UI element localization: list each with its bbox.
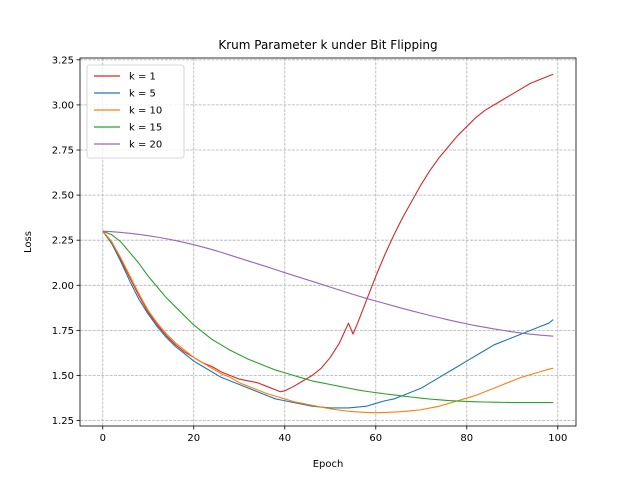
- axis-ticks: 0 20 40 60 80 100 1.25 1.50 1.75 2.00 2.25 2.50 2.75…: [52, 55, 568, 444]
- x-axis-label: Epoch: [313, 459, 344, 470]
- legend-box: [86, 64, 185, 159]
- y-tick-label: 1.50: [52, 371, 74, 382]
- y-tick-label: 3.00: [52, 100, 74, 111]
- series-line-k-15: [102, 230, 554, 404]
- legend-entry: k = 10: [129, 106, 162, 117]
- legend: k = 1 k = 5 k = 10 k = 15 k = 20: [86, 64, 185, 159]
- legend-entry: k = 15: [129, 123, 162, 134]
- y-tick-label: 3.25: [52, 55, 74, 66]
- x-tick-label: 80: [460, 433, 473, 444]
- grid-lines: [80, 58, 576, 426]
- series-line-k-5: [102, 230, 554, 409]
- y-axis-label: Loss: [23, 231, 34, 253]
- series-line-k-10: [102, 230, 554, 414]
- y-tick-label: 2.25: [52, 236, 74, 247]
- x-tick-label: 60: [369, 433, 382, 444]
- y-tick-label: 1.25: [52, 416, 74, 427]
- legend-entry: k = 1: [129, 72, 156, 83]
- y-tick-label: 2.50: [52, 191, 74, 202]
- x-tick-label: 40: [278, 433, 291, 444]
- plot-frame: [79, 57, 577, 427]
- chart-title: Krum Parameter k under Bit Flipping: [218, 38, 437, 52]
- series-line-k-1: [102, 73, 554, 393]
- x-tick-label: 0: [100, 433, 106, 444]
- y-tick-label: 1.75: [52, 326, 74, 337]
- series-lines: [102, 73, 554, 414]
- legend-entry: k = 5: [129, 89, 156, 100]
- y-tick-label: 2.75: [52, 146, 74, 157]
- y-tick-label: 2.00: [52, 281, 74, 292]
- x-tick-label: 20: [187, 433, 200, 444]
- series-line-k-20: [102, 230, 554, 337]
- x-tick-label: 100: [548, 433, 567, 444]
- legend-entry: k = 20: [129, 140, 162, 151]
